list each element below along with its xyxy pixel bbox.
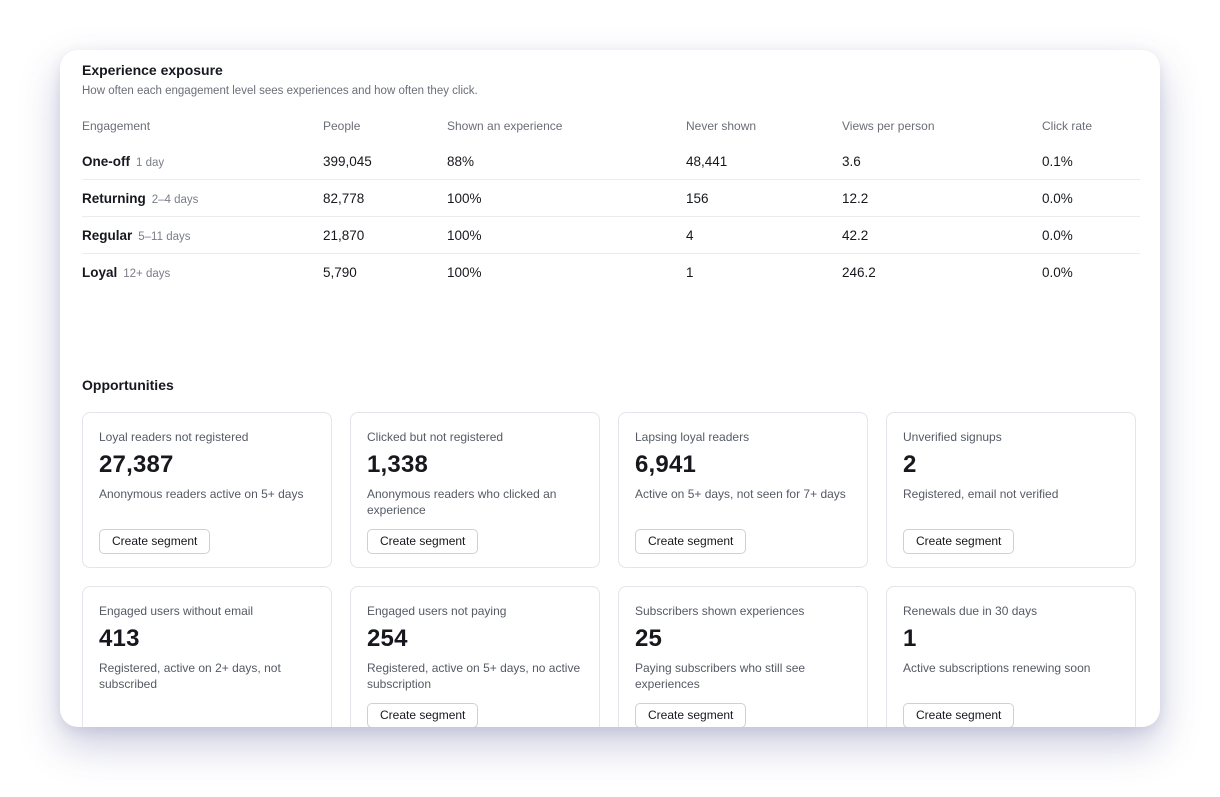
- opportunity-count: 25: [635, 625, 663, 652]
- segment-name: Regular: [82, 227, 133, 243]
- dashboard-card: Experience exposure How often each engag…: [60, 50, 1160, 727]
- create-segment-button[interactable]: Create segment: [635, 529, 747, 554]
- create-segment-button[interactable]: Create segment: [635, 703, 747, 727]
- engagement-cell: Loyal 12+ days: [82, 253, 323, 290]
- opportunity-label: Clicked but not registered: [367, 430, 504, 444]
- click-rate-cell: 0.0%: [1042, 179, 1140, 217]
- opportunity-card: Loyal readers not registered 27,387 Anon…: [82, 412, 332, 568]
- shown-cell: 100%: [447, 179, 686, 217]
- segment-days: 1 day: [136, 156, 165, 169]
- opportunity-label: Unverified signups: [903, 430, 1002, 444]
- exposure-title: Experience exposure: [82, 62, 223, 78]
- opportunity-card: Unverified signups 2 Registered, email n…: [886, 412, 1136, 568]
- views-cell: 12.2: [842, 179, 1042, 217]
- opportunity-description: Anonymous readers who clicked an experie…: [367, 487, 557, 517]
- opportunity-count: 254: [367, 625, 408, 652]
- opportunity-card: Subscribers shown experiences 25 Paying …: [618, 586, 868, 727]
- click-rate-cell: 0.1%: [1042, 153, 1073, 169]
- people-cell: 5,790: [323, 253, 447, 290]
- opportunity-count: 27,387: [99, 451, 174, 478]
- column-header-people: People: [323, 119, 361, 133]
- never-shown-cell: 1: [686, 253, 842, 290]
- opportunity-label: Loyal readers not registered: [99, 430, 249, 444]
- views-cell: 246.2: [842, 253, 1042, 290]
- exposure-table: Engagement People Shown an experience Ne…: [82, 119, 1140, 290]
- column-header-views-per-person: Views per person: [842, 119, 935, 133]
- create-segment-button[interactable]: Create segment: [903, 529, 1015, 554]
- opportunity-label: Engaged users without email: [99, 604, 254, 618]
- opportunity-card: Engaged users not paying 254 Registered,…: [350, 586, 600, 727]
- shown-cell: 100%: [447, 216, 686, 254]
- engagement-cell: Regular 5–11 days: [82, 216, 323, 254]
- create-segment-button[interactable]: Create segment: [99, 529, 211, 554]
- never-shown-cell: 156: [686, 179, 842, 217]
- opportunity-description: Registered, email not verified: [903, 487, 1059, 501]
- create-segment-button[interactable]: Create segment: [367, 529, 479, 554]
- column-header-engagement: Engagement: [82, 119, 151, 133]
- opportunity-count: 1: [903, 625, 917, 652]
- opportunity-description: Paying subscribers who still see experie…: [635, 661, 806, 691]
- opportunity-count: 1,338: [367, 451, 429, 478]
- opportunity-card: Engaged users without email 413 Register…: [82, 586, 332, 727]
- opportunity-description: Registered, active on 5+ days, no active…: [367, 661, 581, 691]
- table-row: Regular 5–11 days 21,870 100% 4 42.2 0.0%: [82, 216, 1140, 254]
- table-row: One-off 1 day 399,045 88% 48,441 3.6 0.1%: [82, 143, 1140, 180]
- never-shown-cell: 48,441: [686, 153, 728, 169]
- opportunity-card: Renewals due in 30 days 1 Active subscri…: [886, 586, 1136, 727]
- shown-cell: 100%: [447, 253, 686, 290]
- exposure-subtitle: How often each engagement level sees exp…: [82, 85, 478, 97]
- click-rate-cell: 0.0%: [1042, 253, 1140, 290]
- people-cell: 21,870: [323, 216, 447, 254]
- opportunity-label: Lapsing loyal readers: [635, 430, 750, 444]
- people-cell: 399,045: [323, 153, 372, 169]
- opportunity-label: Engaged users not paying: [367, 604, 507, 618]
- segment-days: 5–11 days: [138, 230, 191, 243]
- people-cell: 82,778: [323, 179, 447, 217]
- click-rate-cell: 0.0%: [1042, 216, 1140, 254]
- table-row: Loyal 12+ days 5,790 100% 1 246.2 0.0%: [82, 253, 1140, 290]
- column-header-click-rate: Click rate: [1042, 119, 1093, 133]
- table-row: Returning 2–4 days 82,778 100% 156 12.2 0…: [82, 179, 1140, 217]
- never-shown-cell: 4: [686, 216, 842, 254]
- opportunity-count: 2: [903, 451, 917, 478]
- segment-name: One-off: [82, 153, 130, 169]
- segment-days: 2–4 days: [151, 193, 199, 206]
- opportunity-label: Subscribers shown experiences: [635, 604, 805, 618]
- column-header-shown: Shown an experience: [447, 119, 563, 133]
- segment-name: Returning: [82, 190, 146, 206]
- opportunity-description: Active subscriptions renewing soon: [903, 661, 1091, 675]
- opportunity-label: Renewals due in 30 days: [903, 604, 1038, 618]
- create-segment-button[interactable]: Create segment: [367, 703, 479, 727]
- views-cell: 42.2: [842, 216, 1042, 254]
- shown-cell: 88%: [447, 153, 475, 169]
- table-header-row: Engagement People Shown an experience Ne…: [82, 119, 1140, 143]
- opportunity-count: 6,941: [635, 451, 697, 478]
- opportunity-card: Clicked but not registered 1,338 Anonymo…: [350, 412, 600, 568]
- create-segment-button[interactable]: Create segment: [903, 703, 1015, 727]
- engagement-cell: One-off 1 day: [82, 143, 323, 180]
- engagement-cell: Returning 2–4 days: [82, 179, 323, 217]
- opportunities-title: Opportunities: [82, 377, 174, 393]
- column-header-never-shown: Never shown: [686, 119, 757, 133]
- segment-days: 12+ days: [123, 267, 171, 280]
- opportunity-description: Active on 5+ days, not seen for 7+ days: [635, 487, 846, 501]
- segment-name: Loyal: [82, 264, 118, 280]
- opportunity-card: Lapsing loyal readers 6,941 Active on 5+…: [618, 412, 868, 568]
- views-cell: 3.6: [842, 153, 861, 169]
- opportunity-description: Anonymous readers active on 5+ days: [99, 487, 304, 501]
- opportunity-description: Registered, active on 2+ days, not subsc…: [99, 661, 281, 691]
- opportunity-count: 413: [99, 625, 140, 652]
